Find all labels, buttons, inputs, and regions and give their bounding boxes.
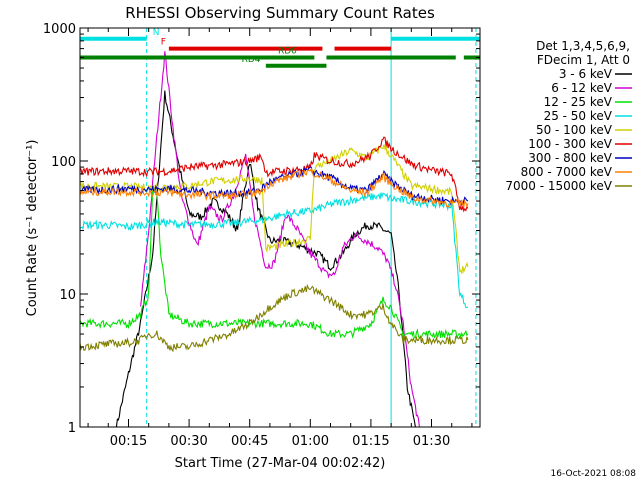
x-axis-label: Start Time (27-Mar-04 00:02:42) — [175, 456, 386, 471]
legend-entry-8: 7000 - 15000 keV — [505, 179, 612, 193]
legend-header-1: FDecim 1, Att 0 — [537, 53, 630, 67]
x-tick-label-3: 01:00 — [292, 434, 329, 449]
y-tick-label-3: 1000 — [43, 22, 76, 37]
y-axis: 1 10 100 1000 — [43, 22, 480, 436]
legend-entry-0: 3 - 6 keV — [559, 67, 613, 81]
y-tick-label-0: 1 — [68, 421, 76, 436]
chart-title: RHESSI Observing Summary Count Rates — [125, 4, 435, 22]
x-tick-label-1: 00:30 — [170, 434, 207, 449]
legend-entry-2: 12 - 25 keV — [544, 95, 613, 109]
y-axis-label: Count Rate (s⁻¹ detector⁻¹) — [25, 140, 40, 317]
x-tick-label-0: 00:15 — [110, 434, 147, 449]
x-tick-label-2: 00:45 — [231, 434, 268, 449]
state-bar-label-f: F — [161, 38, 166, 48]
legend-entry-4: 50 - 100 keV — [536, 123, 613, 137]
footer-date: 16-Oct-2021 08:08 — [551, 469, 637, 479]
x-tick-label-5: 01:30 — [413, 434, 450, 449]
state-bar-label-rd4: RD4 — [242, 55, 261, 65]
legend-header-0: Det 1,3,4,5,6,9, — [536, 39, 630, 53]
legend-entry-7: 800 - 7000 keV — [521, 165, 613, 179]
legend-entry-1: 6 - 12 keV — [551, 81, 613, 95]
series-line-1 — [140, 51, 420, 428]
legend-entry-3: 25 - 50 keV — [544, 109, 613, 123]
legend-entry-6: 300 - 800 keV — [528, 151, 612, 165]
state-bar-label-rd0: RD0 — [278, 47, 297, 57]
legend-entry-5: 100 - 300 keV — [528, 137, 612, 151]
series-line-3 — [79, 192, 469, 309]
series-line-2 — [79, 186, 469, 340]
state-bar-label-n: N — [153, 28, 160, 38]
x-axis: 00:15 00:30 00:45 01:00 01:15 01:30 — [87, 28, 473, 449]
plot-area: NF RD0 RD4 — [79, 28, 480, 428]
x-tick-label-4: 01:15 — [352, 434, 389, 449]
series-line-8 — [79, 283, 469, 353]
series-line-0 — [115, 90, 416, 428]
plot-frame — [79, 27, 481, 428]
legend: Det 1,3,4,5,6,9,FDecim 1, Att 03 - 6 keV… — [505, 39, 632, 193]
series-line-5 — [79, 136, 469, 213]
series-line-7 — [79, 167, 469, 209]
series-line-6 — [79, 166, 469, 207]
y-tick-label-2: 100 — [51, 155, 76, 170]
y-tick-label-1: 10 — [59, 288, 76, 303]
